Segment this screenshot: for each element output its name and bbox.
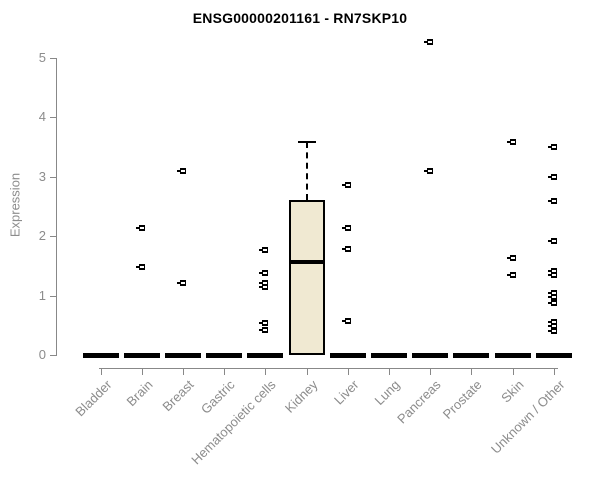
- y-tick-label: 4: [38, 109, 46, 125]
- chart-title: ENSG00000201161 - RN7SKP10: [192, 10, 408, 26]
- x-tick: [471, 368, 473, 375]
- outlier-point: [506, 255, 516, 262]
- outlier-point: [259, 279, 269, 286]
- outlier-point: [341, 317, 351, 324]
- outlier-point: [341, 181, 351, 188]
- outlier-point: [135, 224, 145, 231]
- x-tick: [553, 368, 555, 375]
- outlier-point: [259, 319, 269, 326]
- outlier-point: [259, 283, 269, 290]
- y-tick-label: 2: [38, 228, 46, 244]
- upper-whisker: [305, 142, 308, 200]
- x-tick: [100, 368, 102, 375]
- y-tick-label: 1: [38, 287, 46, 303]
- outlier-point: [547, 237, 557, 244]
- outlier-point: [259, 270, 269, 277]
- y-tick: [50, 236, 57, 238]
- outlier-point: [135, 264, 145, 271]
- outlier-point: [547, 323, 557, 330]
- zero-box: [329, 352, 366, 358]
- y-tick: [50, 355, 57, 356]
- x-tick: [182, 368, 184, 375]
- outlier-point: [547, 271, 557, 278]
- outlier-point: [259, 246, 269, 253]
- outlier-point: [547, 289, 557, 296]
- outlier-point: [547, 173, 557, 180]
- y-tick: [50, 58, 57, 59]
- x-tick: [430, 368, 432, 375]
- zero-box: [164, 352, 201, 358]
- outlier-point: [176, 280, 186, 287]
- outlier-point: [424, 167, 434, 174]
- zero-box: [535, 352, 572, 358]
- y-tick-label: 5: [38, 50, 46, 65]
- outlier-point: [341, 224, 351, 231]
- outlier-point: [506, 139, 516, 146]
- x-tick: [388, 368, 390, 375]
- x-tick: [265, 368, 267, 375]
- y-tick: [50, 117, 57, 119]
- x-tick: [306, 368, 308, 375]
- outlier-point: [259, 327, 269, 334]
- outlier-point: [547, 299, 557, 306]
- zero-box: [494, 352, 531, 358]
- zero-box: [206, 352, 243, 358]
- x-tick: [512, 368, 514, 375]
- y-tick-label: 3: [38, 168, 46, 184]
- x-tick: [141, 368, 143, 375]
- outlier-point: [547, 319, 557, 326]
- x-tick: [224, 368, 226, 375]
- y-tick-label: 0: [38, 347, 46, 362]
- outlier-point: [547, 294, 557, 301]
- y-axis-line: [56, 58, 57, 355]
- outlier-point: [547, 144, 557, 151]
- outlier-point: [547, 328, 557, 335]
- x-axis-line: [99, 368, 558, 369]
- box: [288, 199, 325, 355]
- outlier-point: [176, 167, 186, 174]
- outlier-point: [547, 267, 557, 274]
- outlier-point: [341, 246, 351, 253]
- zero-box: [82, 352, 119, 358]
- zero-box: [370, 352, 407, 358]
- outlier-point: [424, 38, 434, 45]
- y-tick: [50, 176, 57, 178]
- y-tick: [50, 295, 57, 297]
- outlier-point: [506, 271, 516, 278]
- x-tick: [347, 368, 349, 375]
- zero-box: [453, 352, 490, 358]
- upper-whisker-cap: [297, 141, 316, 144]
- zero-box: [123, 352, 160, 358]
- median-line: [288, 259, 325, 264]
- zero-box: [247, 352, 284, 358]
- zero-box: [412, 352, 449, 358]
- outlier-point: [547, 197, 557, 204]
